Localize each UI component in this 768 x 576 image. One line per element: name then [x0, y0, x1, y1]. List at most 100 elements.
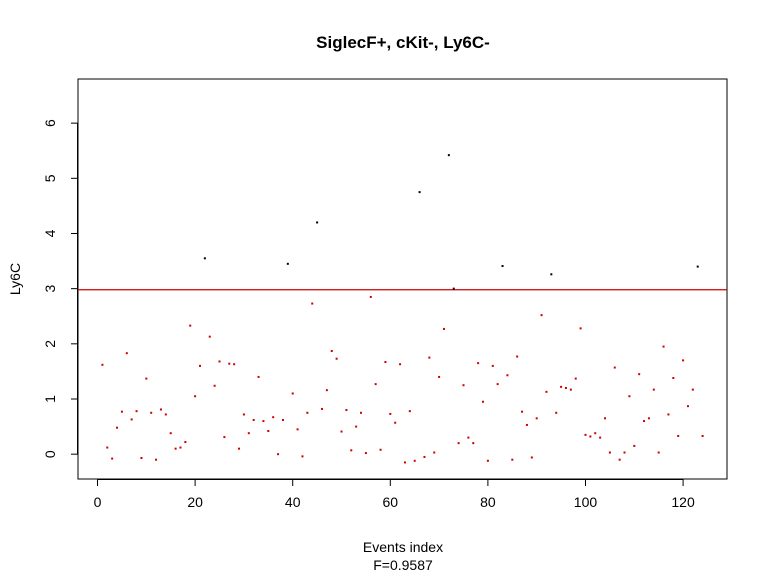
data-point — [169, 432, 172, 435]
data-point — [530, 456, 533, 459]
data-point — [628, 395, 631, 398]
data-point — [286, 262, 289, 265]
data-point — [233, 363, 236, 366]
data-point — [647, 417, 650, 420]
data-point — [545, 390, 548, 393]
data-point — [564, 386, 567, 389]
data-point — [198, 364, 201, 367]
data-point — [447, 154, 450, 157]
data-point — [140, 457, 143, 460]
data-point — [672, 377, 675, 380]
x-axis: 0 20 40 60 80 100 120 — [94, 479, 695, 510]
data-point — [350, 449, 353, 452]
data-point — [486, 459, 489, 462]
data-point — [320, 407, 323, 410]
y-tick-label: 3 — [42, 285, 58, 293]
data-point — [418, 191, 421, 194]
data-point — [496, 383, 499, 386]
data-point — [589, 435, 592, 438]
data-point — [442, 327, 445, 330]
data-point — [701, 434, 704, 437]
data-point — [355, 425, 358, 428]
data-point — [618, 458, 621, 461]
data-point — [145, 377, 148, 380]
data-point — [218, 360, 221, 363]
data-point — [130, 418, 133, 421]
data-point — [535, 417, 538, 420]
data-point — [677, 434, 680, 437]
data-point — [594, 432, 597, 435]
data-point — [340, 430, 343, 433]
data-point — [521, 410, 524, 413]
data-point — [242, 413, 245, 416]
x-tick-label: 0 — [94, 494, 102, 510]
data-point — [257, 375, 260, 378]
data-point — [574, 377, 577, 380]
y-tick-label: 2 — [42, 340, 58, 348]
data-point — [374, 383, 377, 386]
data-point — [403, 461, 406, 464]
data-point — [155, 458, 158, 461]
y-axis: 0 1 2 3 4 5 6 — [42, 119, 78, 458]
data-point — [120, 410, 123, 413]
data-point — [423, 455, 426, 458]
data-point — [608, 451, 611, 454]
data-point — [560, 385, 563, 388]
data-point — [394, 421, 397, 424]
data-point — [345, 409, 348, 412]
data-point — [267, 430, 270, 432]
x-tick-label: 120 — [671, 494, 695, 510]
y-axis-label: Ly6C — [7, 263, 23, 295]
data-point — [525, 423, 528, 426]
data-point — [472, 442, 475, 445]
data-point — [633, 444, 636, 447]
data-point — [599, 436, 602, 439]
data-point — [203, 257, 206, 260]
data-point — [272, 416, 275, 419]
data-point — [291, 392, 294, 395]
data-point — [555, 411, 558, 414]
data-point — [491, 364, 494, 367]
data-point — [511, 458, 514, 461]
data-point — [208, 335, 211, 338]
data-point — [579, 327, 582, 330]
data-point — [482, 400, 485, 403]
data-point — [379, 448, 382, 451]
data-point — [179, 446, 182, 449]
data-point — [281, 418, 284, 421]
data-point — [584, 433, 587, 436]
data-point — [550, 273, 553, 276]
data-point — [311, 302, 314, 305]
data-point — [462, 384, 465, 387]
points-layer — [101, 154, 704, 464]
data-point — [252, 418, 255, 421]
data-point — [101, 363, 104, 366]
data-point — [164, 413, 167, 416]
data-point — [384, 361, 387, 364]
data-point — [316, 221, 319, 224]
data-point — [184, 441, 187, 444]
y-tick-label: 1 — [42, 395, 58, 403]
data-point — [623, 451, 626, 454]
x-tick-label: 80 — [480, 494, 496, 510]
x-tick-label: 40 — [285, 494, 301, 510]
data-point — [408, 410, 411, 413]
data-point — [501, 265, 504, 268]
data-point — [325, 389, 328, 392]
data-point — [125, 352, 128, 355]
data-point — [228, 362, 231, 365]
data-point — [438, 375, 441, 378]
y-tick-label: 6 — [42, 119, 58, 127]
data-point — [686, 405, 689, 408]
y-tick-label: 0 — [42, 450, 58, 458]
data-point — [238, 447, 241, 450]
data-point — [399, 363, 402, 366]
x-axis-label: Events index — [363, 539, 443, 555]
data-point — [150, 411, 153, 414]
data-point — [301, 455, 304, 458]
data-point — [369, 295, 372, 298]
data-point — [213, 384, 216, 387]
data-point — [106, 446, 109, 449]
x-tick-label: 60 — [383, 494, 399, 510]
